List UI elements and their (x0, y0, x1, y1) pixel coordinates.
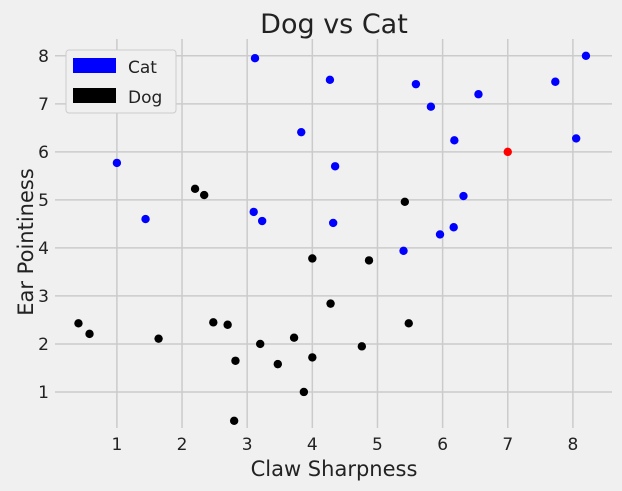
cat-point (450, 136, 459, 145)
cat-point (249, 207, 258, 217)
y-tick-label: 5 (38, 191, 49, 211)
cat-point (449, 223, 458, 232)
dog-point (400, 197, 410, 207)
dog-point (231, 356, 240, 365)
grid-lines (55, 39, 612, 428)
y-tick-label: 3 (38, 287, 49, 307)
x-tick-label: 3 (242, 435, 253, 455)
cat-point (330, 162, 340, 171)
dog-point (256, 339, 265, 349)
dog-point (299, 387, 309, 397)
cat-point (112, 158, 122, 168)
y-tick-label: 7 (38, 95, 49, 115)
cat-point (551, 77, 560, 86)
x-tick-label: 2 (177, 435, 188, 455)
x-tick-label: 4 (307, 435, 318, 455)
dog-point (209, 318, 218, 327)
dog-point (229, 416, 239, 425)
cat-point (257, 216, 267, 226)
x-axis-label: Claw Sharpness (251, 457, 418, 481)
dog-point (308, 254, 317, 263)
y-axis-label: Ear Pointiness (14, 168, 38, 316)
legend: Cat Dog (65, 49, 177, 114)
cat-point (459, 191, 468, 201)
x-tick-label: 5 (372, 435, 383, 455)
legend-swatch-dog (73, 88, 116, 103)
x-tick-label: 8 (567, 435, 578, 455)
dog-point (273, 359, 282, 369)
dog-point (74, 319, 83, 328)
cat-point (250, 54, 260, 63)
chart-title: Dog vs Cat (260, 9, 408, 40)
dog-point (326, 299, 335, 308)
dog-point (223, 320, 232, 329)
x-tick-label: 1 (111, 435, 122, 455)
y-tick-label: 6 (38, 143, 49, 163)
cat-point (141, 214, 150, 224)
y-tick-label: 4 (38, 239, 49, 259)
dog-point (357, 342, 367, 351)
y-tick-label: 1 (38, 383, 49, 403)
dog-point (190, 184, 200, 194)
cat-point (435, 230, 445, 239)
dog-point (308, 353, 317, 362)
dog-point (199, 190, 209, 200)
data-points (74, 51, 591, 425)
legend-label-cat: Cat (128, 58, 157, 78)
y-tick-label: 2 (38, 335, 49, 355)
dog-point (154, 334, 163, 343)
x-tick-labels: 1 2 3 4 5 6 7 8 (111, 435, 578, 455)
legend-label-dog: Dog (128, 88, 162, 108)
cat-point (297, 127, 306, 137)
y-tick-labels: 1 2 3 4 5 6 7 8 (38, 47, 49, 403)
highlight-point (503, 147, 512, 157)
dog-point (364, 256, 374, 265)
cat-point (426, 102, 436, 111)
y-tick-label: 8 (38, 47, 49, 67)
cat-point (571, 134, 581, 143)
cat-point (328, 218, 338, 228)
dog-point (404, 319, 413, 328)
dog-point (289, 333, 299, 342)
legend-swatch-cat (73, 58, 116, 73)
cat-point (325, 75, 335, 85)
x-tick-label: 6 (437, 435, 448, 455)
cat-point (474, 90, 483, 99)
dog-point (85, 329, 94, 339)
cat-point (411, 79, 421, 89)
cat-point (399, 246, 408, 255)
x-tick-label: 7 (502, 435, 513, 455)
cat-point (581, 51, 591, 61)
